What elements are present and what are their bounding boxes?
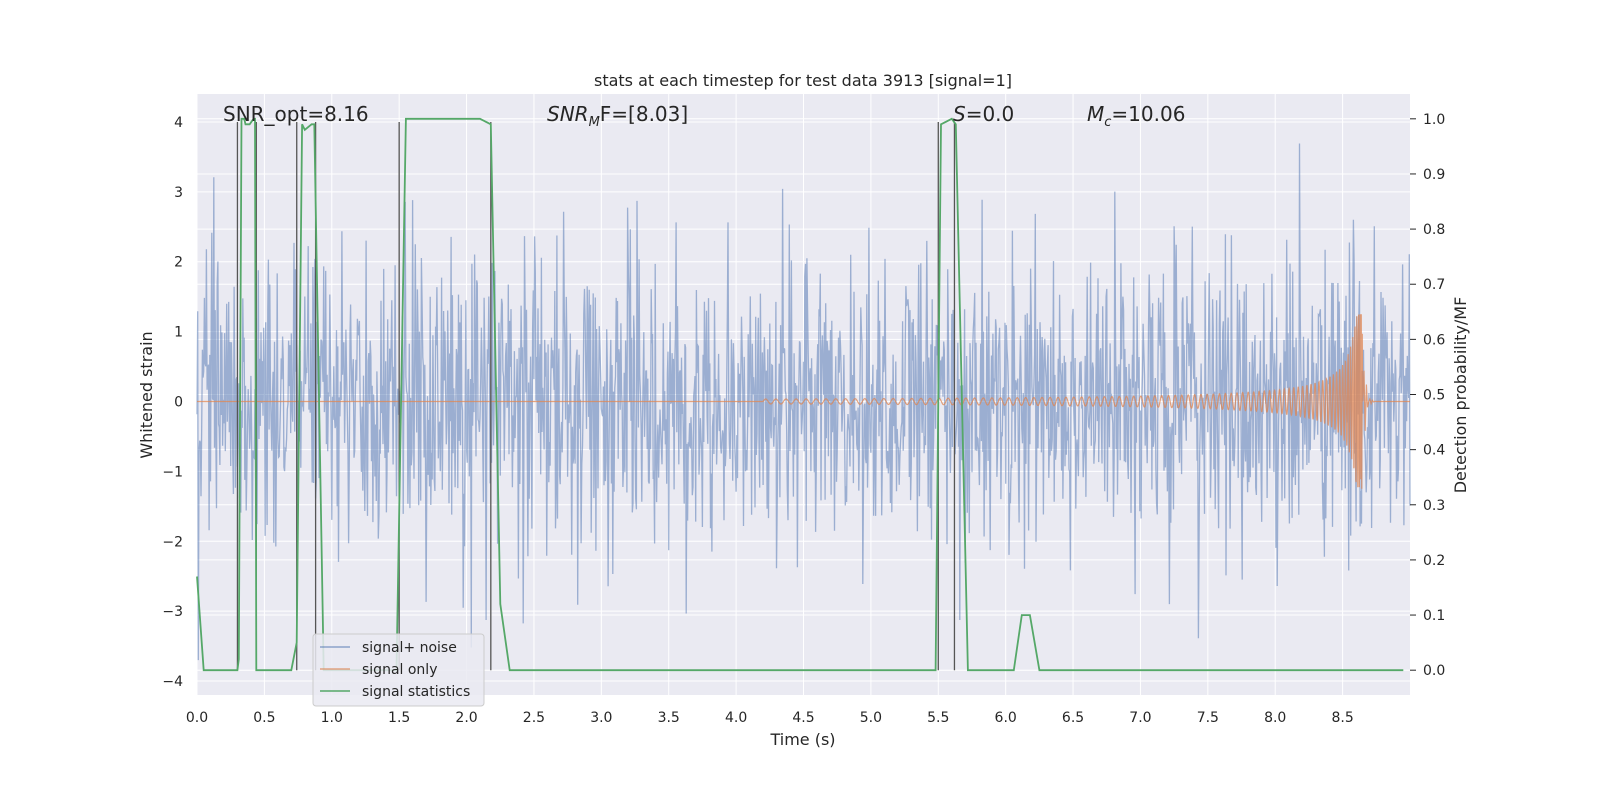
x-tick-label: 7.5 [1197, 710, 1219, 726]
x-tick-label: 2.0 [455, 710, 477, 726]
annotation-snr-mf-sub: M [589, 115, 600, 130]
legend: signal+ noise signal only signal statist… [312, 633, 485, 707]
x-tick-label: 8.5 [1331, 710, 1353, 726]
x-tick-label: 5.0 [860, 710, 882, 726]
series-signal-only [197, 314, 1410, 489]
y-tick-label: 0 [174, 394, 183, 410]
x-axis-label: Time (s) [769, 730, 835, 749]
y-tick-label: 2 [174, 255, 183, 271]
annotation-snr-mf: SNRMF=[8.03] [547, 102, 688, 130]
annotation-snr-opt: SNR_opt=8.16 [223, 102, 369, 126]
y2-axis-label: Detection probability/MF [1451, 297, 1470, 494]
y2-tick-label: 0.2 [1423, 553, 1445, 569]
annotation-s: S=0.0 [953, 102, 1014, 126]
x-tick-label: 0.0 [186, 710, 208, 726]
y2-axis-ticks: 0.0 0.1 0.2 0.3 0.4 0.5 0.6 0.7 0.8 0.9 1.0 [1410, 112, 1445, 679]
legend-label-signal-statistics: signal statistics [362, 684, 470, 700]
y2-tick-label: 0.0 [1423, 663, 1445, 679]
annotation-mc-rest: =10.06 [1111, 102, 1185, 126]
x-tick-label: 8.0 [1264, 710, 1286, 726]
annotation-s-rest: =0.0 [966, 102, 1015, 126]
y2-tick-label: 0.4 [1423, 443, 1445, 459]
y2-tick-label: 1.0 [1423, 112, 1445, 128]
chart-title: stats at each timestep for test data 391… [594, 71, 1012, 90]
y-tick-label: 4 [174, 115, 183, 131]
y-axis-label: Whitened strain [137, 331, 156, 458]
x-tick-label: 4.0 [725, 710, 747, 726]
y-axis-ticks: −4 −3 −2 −1 0 1 2 3 4 [162, 115, 183, 690]
x-tick-label: 0.5 [253, 710, 275, 726]
x-tick-label: 6.0 [995, 710, 1017, 726]
y-tick-label: 1 [174, 325, 183, 341]
x-tick-label: 5.5 [927, 710, 949, 726]
y-tick-label: 3 [174, 185, 183, 201]
y2-tick-label: 0.3 [1423, 498, 1445, 514]
legend-label-signal-plus-noise: signal+ noise [362, 640, 457, 656]
x-tick-label: 3.5 [658, 710, 680, 726]
x-tick-label: 3.0 [590, 710, 612, 726]
annotation-mc-sub: c [1104, 115, 1111, 130]
y2-tick-label: 0.9 [1423, 167, 1445, 183]
y-tick-label: −2 [162, 534, 183, 550]
y-tick-label: −4 [162, 674, 183, 690]
x-tick-label: 2.5 [523, 710, 545, 726]
signal-statistics-line [196, 117, 1404, 672]
annotation-s-var: S [953, 102, 966, 126]
annotation-snr-mf-rest: F=[8.03] [600, 102, 688, 126]
x-tick-label: 1.0 [321, 710, 343, 726]
x-tick-label: 1.5 [388, 710, 410, 726]
y2-tick-label: 0.8 [1423, 222, 1445, 238]
y2-tick-label: 0.6 [1423, 332, 1445, 348]
annotation-mc-var: M [1087, 102, 1104, 126]
y-tick-label: −3 [162, 604, 183, 620]
legend-box [312, 633, 485, 707]
annotation-mc: Mc=10.06 [1087, 102, 1185, 130]
x-tick-label: 4.5 [792, 710, 814, 726]
series-signal-statistics [196, 117, 1404, 672]
y-tick-label: −1 [162, 464, 183, 480]
annotation-snr-mf-base: SNR [547, 102, 589, 126]
y2-tick-label: 0.7 [1423, 277, 1445, 293]
y2-tick-label: 0.5 [1423, 388, 1445, 404]
x-tick-label: 6.5 [1062, 710, 1084, 726]
x-axis-ticks: 0.0 0.5 1.0 1.5 2.0 2.5 3.0 3.5 4.0 4.5 5.0 5.5 6.0 6… [186, 710, 1354, 726]
y2-tick-label: 0.1 [1423, 608, 1445, 624]
x-tick-label: 7.0 [1129, 710, 1151, 726]
legend-label-signal-only: signal only [362, 662, 437, 678]
signal-only-line [197, 314, 1410, 489]
